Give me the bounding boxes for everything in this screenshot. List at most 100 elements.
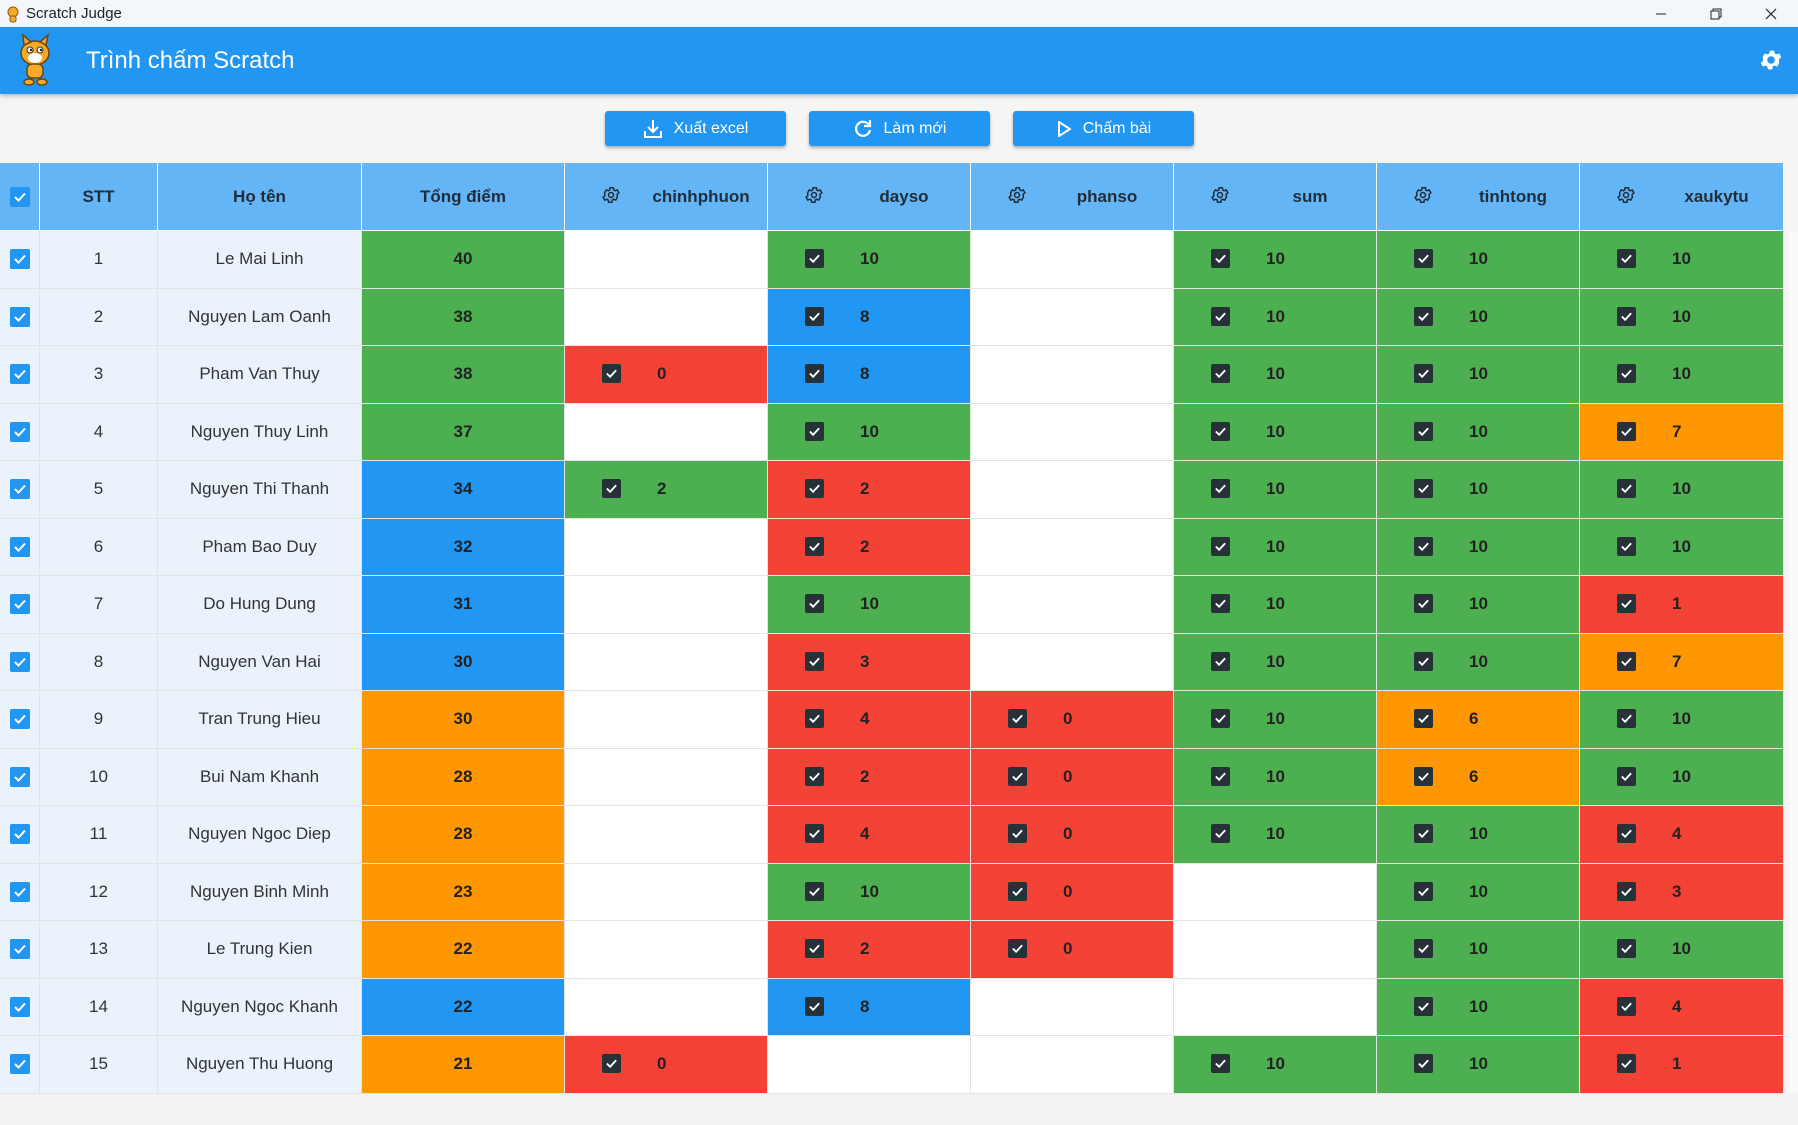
header-task-5[interactable]: xaukytu bbox=[1580, 163, 1784, 231]
score-checkbox[interactable] bbox=[1617, 766, 1636, 786]
minimize-button[interactable] bbox=[1633, 0, 1688, 27]
score-checkbox[interactable] bbox=[602, 364, 621, 383]
score-checkbox[interactable] bbox=[1414, 709, 1433, 728]
score-checkbox[interactable] bbox=[1414, 939, 1433, 958]
settings-button[interactable] bbox=[1754, 43, 1788, 77]
score-checkbox[interactable] bbox=[1414, 824, 1433, 843]
row-checkbox[interactable] bbox=[9, 421, 30, 442]
score-checkbox[interactable] bbox=[805, 709, 824, 728]
row-checkbox[interactable] bbox=[9, 594, 30, 615]
row-checkbox[interactable] bbox=[9, 766, 30, 787]
table-row[interactable]: 8 Nguyen Van Hai 30 3 10 10 7 bbox=[0, 633, 1798, 691]
score-checkbox[interactable] bbox=[1008, 766, 1027, 786]
task-settings-button[interactable] bbox=[1007, 185, 1027, 210]
score-checkbox[interactable] bbox=[1617, 536, 1636, 556]
score-checkbox[interactable] bbox=[1414, 421, 1433, 441]
table-row[interactable]: 13 Le Trung Kien 22 2 0 10 10 bbox=[0, 921, 1798, 979]
score-checkbox[interactable] bbox=[1211, 479, 1230, 498]
table-row[interactable]: 15 Nguyen Thu Huong 21 0 10 10 1 bbox=[0, 1036, 1798, 1094]
table-row[interactable]: 5 Nguyen Thi Thanh 34 2 2 10 10 10 bbox=[0, 461, 1798, 519]
score-checkbox[interactable] bbox=[805, 536, 824, 556]
score-checkbox[interactable] bbox=[602, 479, 621, 498]
row-checkbox[interactable] bbox=[9, 824, 30, 845]
table-row[interactable]: 14 Nguyen Ngoc Khanh 22 8 10 4 bbox=[0, 978, 1798, 1036]
score-checkbox[interactable] bbox=[1617, 824, 1636, 843]
task-settings-button[interactable] bbox=[1616, 185, 1636, 210]
table-row[interactable]: 2 Nguyen Lam Oanh 38 8 10 10 10 bbox=[0, 288, 1798, 346]
score-checkbox[interactable] bbox=[1211, 594, 1230, 613]
score-checkbox[interactable] bbox=[805, 939, 824, 958]
score-checkbox[interactable] bbox=[805, 766, 824, 786]
score-checkbox[interactable] bbox=[1008, 709, 1027, 728]
score-checkbox[interactable] bbox=[805, 594, 824, 613]
header-task-2[interactable]: phanso bbox=[971, 163, 1174, 231]
score-checkbox[interactable] bbox=[1211, 536, 1230, 556]
score-checkbox[interactable] bbox=[1211, 421, 1230, 441]
score-checkbox[interactable] bbox=[1414, 306, 1433, 326]
row-checkbox[interactable] bbox=[9, 881, 30, 902]
task-settings-button[interactable] bbox=[1413, 185, 1433, 210]
refresh-button[interactable]: Làm mới bbox=[808, 111, 990, 146]
header-stt[interactable]: STT bbox=[40, 163, 158, 231]
restore-button[interactable] bbox=[1688, 0, 1743, 27]
table-row[interactable]: 10 Bui Nam Khanh 28 2 0 10 6 10 bbox=[0, 748, 1798, 806]
score-checkbox[interactable] bbox=[805, 824, 824, 843]
score-checkbox[interactable] bbox=[1414, 364, 1433, 383]
header-task-1[interactable]: dayso bbox=[768, 163, 971, 231]
table-row[interactable]: 1 Le Mai Linh 40 10 10 10 10 bbox=[0, 231, 1798, 289]
row-checkbox[interactable] bbox=[9, 1054, 30, 1075]
score-checkbox[interactable] bbox=[1617, 939, 1636, 958]
score-checkbox[interactable] bbox=[1414, 881, 1433, 901]
score-checkbox[interactable] bbox=[1211, 364, 1230, 383]
score-checkbox[interactable] bbox=[805, 364, 824, 383]
score-checkbox[interactable] bbox=[1414, 536, 1433, 556]
score-checkbox[interactable] bbox=[1414, 1054, 1433, 1073]
score-checkbox[interactable] bbox=[805, 651, 824, 671]
table-row[interactable]: 12 Nguyen Binh Minh 23 10 0 10 3 bbox=[0, 863, 1798, 921]
task-settings-button[interactable] bbox=[601, 185, 621, 210]
export-excel-button[interactable]: Xuất excel bbox=[604, 111, 786, 146]
header-name[interactable]: Họ tên bbox=[158, 163, 362, 231]
row-checkbox[interactable] bbox=[9, 306, 30, 327]
table-row[interactable]: 7 Do Hung Dung 31 10 10 10 1 bbox=[0, 576, 1798, 634]
header-task-0[interactable]: chinhphuon bbox=[565, 163, 768, 231]
row-checkbox[interactable] bbox=[9, 249, 30, 270]
score-checkbox[interactable] bbox=[1008, 824, 1027, 843]
table-row[interactable]: 4 Nguyen Thuy Linh 37 10 10 10 7 bbox=[0, 403, 1798, 461]
score-checkbox[interactable] bbox=[1211, 306, 1230, 326]
score-checkbox[interactable] bbox=[1211, 249, 1230, 268]
score-checkbox[interactable] bbox=[805, 996, 824, 1016]
score-checkbox[interactable] bbox=[1414, 766, 1433, 786]
close-button[interactable] bbox=[1743, 0, 1798, 27]
score-checkbox[interactable] bbox=[1211, 709, 1230, 728]
score-checkbox[interactable] bbox=[1617, 364, 1636, 383]
score-checkbox[interactable] bbox=[1008, 881, 1027, 901]
grade-button[interactable]: Chấm bài bbox=[1012, 111, 1194, 146]
score-checkbox[interactable] bbox=[1211, 1054, 1230, 1073]
score-checkbox[interactable] bbox=[805, 249, 824, 268]
score-checkbox[interactable] bbox=[1617, 651, 1636, 671]
score-checkbox[interactable] bbox=[1414, 651, 1433, 671]
score-checkbox[interactable] bbox=[1211, 651, 1230, 671]
score-checkbox[interactable] bbox=[1211, 824, 1230, 843]
score-checkbox[interactable] bbox=[1211, 766, 1230, 786]
score-checkbox[interactable] bbox=[1414, 249, 1433, 268]
score-checkbox[interactable] bbox=[1414, 479, 1433, 498]
table-row[interactable]: 6 Pham Bao Duy 32 2 10 10 10 bbox=[0, 518, 1798, 576]
score-checkbox[interactable] bbox=[1617, 421, 1636, 441]
score-checkbox[interactable] bbox=[1008, 939, 1027, 958]
table-row[interactable]: 3 Pham Van Thuy 38 0 8 10 10 10 bbox=[0, 346, 1798, 404]
score-checkbox[interactable] bbox=[805, 479, 824, 498]
row-checkbox[interactable] bbox=[9, 709, 30, 730]
table-row[interactable]: 9 Tran Trung Hieu 30 4 0 10 6 10 bbox=[0, 691, 1798, 749]
row-checkbox[interactable] bbox=[9, 364, 30, 385]
score-checkbox[interactable] bbox=[602, 1054, 621, 1073]
row-checkbox[interactable] bbox=[9, 996, 30, 1017]
row-checkbox[interactable] bbox=[9, 939, 30, 960]
score-checkbox[interactable] bbox=[1617, 881, 1636, 901]
row-checkbox[interactable] bbox=[9, 651, 30, 672]
score-checkbox[interactable] bbox=[1617, 479, 1636, 498]
header-task-3[interactable]: sum bbox=[1174, 163, 1377, 231]
row-checkbox[interactable] bbox=[9, 536, 30, 557]
score-checkbox[interactable] bbox=[1617, 594, 1636, 613]
